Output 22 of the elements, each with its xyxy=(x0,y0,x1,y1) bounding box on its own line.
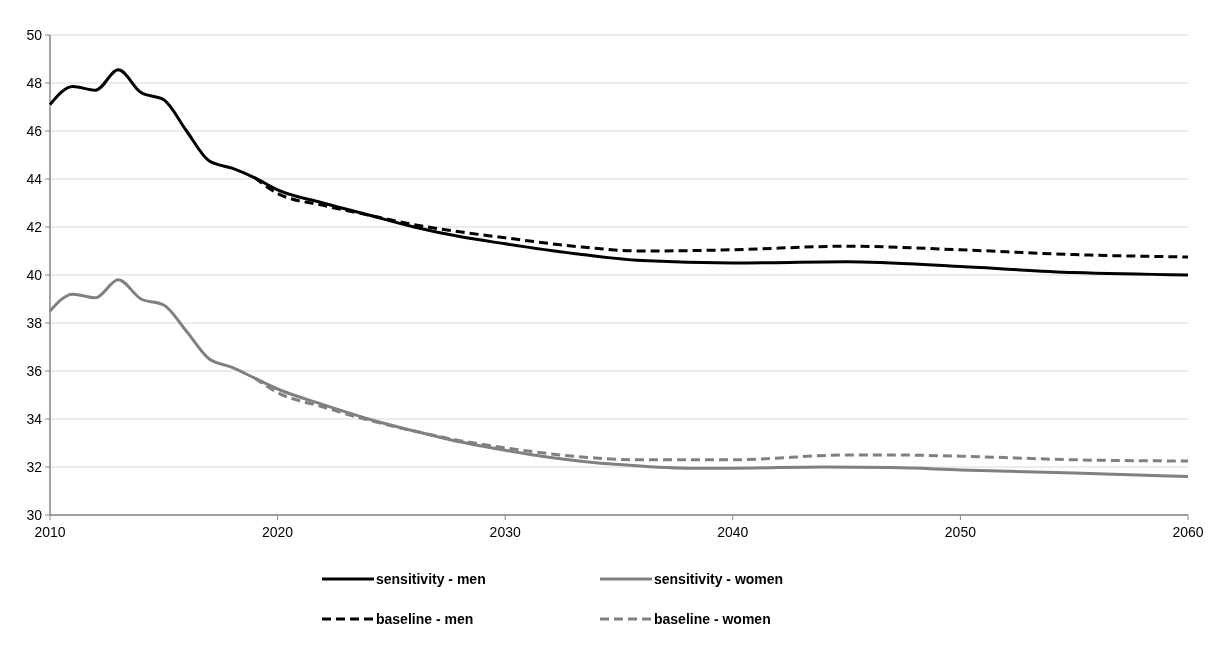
y-tick-label: 34 xyxy=(26,411,43,427)
y-tick-label: 36 xyxy=(26,363,43,379)
line-series xyxy=(48,68,1190,277)
legend-label: sensitivity - men xyxy=(376,571,486,587)
legend-label: baseline - men xyxy=(376,611,474,627)
x-tick-label: 2010 xyxy=(34,524,66,540)
y-tick-label: 46 xyxy=(26,123,43,139)
legend-label: baseline - women xyxy=(654,611,771,627)
y-tick-label: 40 xyxy=(26,267,43,283)
y-tick-label: 50 xyxy=(26,27,43,43)
x-tick-label: 2020 xyxy=(262,524,294,540)
y-tick-label: 38 xyxy=(26,315,43,331)
y-tick-label: 32 xyxy=(26,459,43,475)
y-tick-label: 44 xyxy=(26,171,43,187)
y-tick-label: 48 xyxy=(26,75,43,91)
y-tick-label: 42 xyxy=(26,219,43,235)
legend-label: sensitivity - women xyxy=(654,571,784,587)
y-tick-label: 30 xyxy=(26,507,43,523)
x-tick-label: 2060 xyxy=(1172,524,1204,540)
x-tick-label: 2030 xyxy=(489,524,521,540)
x-tick-label: 2040 xyxy=(717,524,749,540)
x-tick-label: 2050 xyxy=(944,524,977,540)
